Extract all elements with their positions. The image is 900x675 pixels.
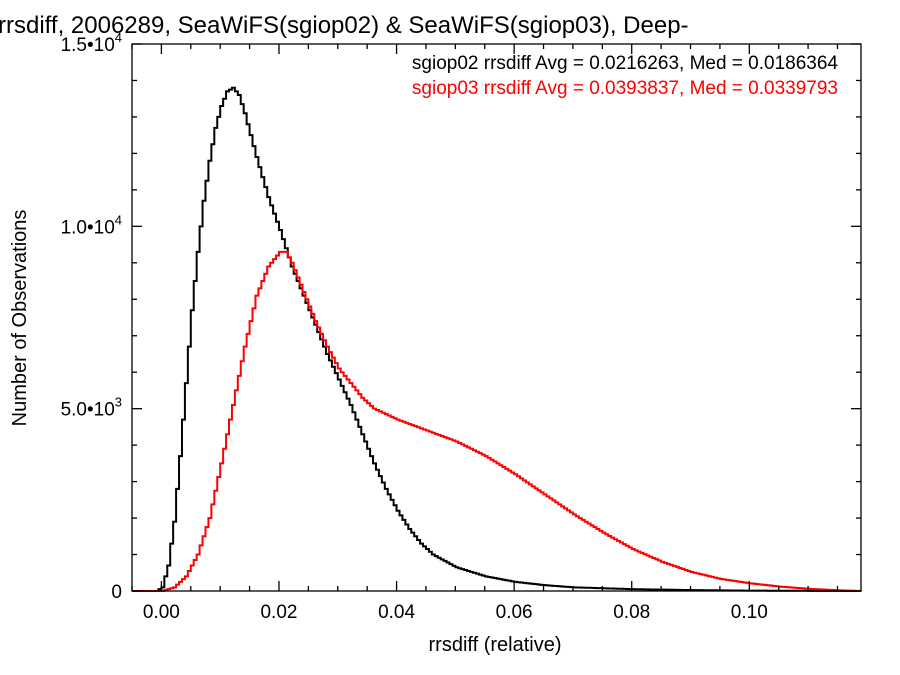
plot-frame	[131, 43, 862, 592]
x-tick-label: 0.02	[260, 602, 297, 623]
x-axis-title: rrsdiff (relative)	[429, 634, 562, 656]
y-tick-label: 1.0•104	[61, 212, 122, 238]
series-line-sgiop03	[132, 250, 862, 592]
series-layer	[132, 86, 862, 592]
x-tick-label: 0.10	[731, 602, 768, 623]
x-tick-label: 0.06	[496, 602, 533, 623]
series-line-sgiop02	[132, 86, 862, 592]
x-tick-label: 0.00	[143, 602, 180, 623]
legend-entry-sgiop02: sgiop02 rrsdiff Avg = 0.0216263, Med = 0…	[412, 53, 839, 74]
y-tick-label: 1.5•104	[61, 30, 122, 56]
y-tick-label: 0	[111, 582, 122, 603]
x-tick-label: 0.08	[613, 602, 650, 623]
axes-layer	[131, 43, 862, 592]
ticks-layer: 0.00 0.02 0.04 0.06 0.08 0.10 0 5.0•103 1.0•104 1…	[61, 30, 861, 623]
chart-title: rrsdiff, 2006289, SeaWiFS(sgiop02) & Sea…	[0, 12, 689, 39]
legend: sgiop02 rrsdiff Avg = 0.0216263, Med = 0…	[412, 53, 839, 99]
x-tick-label: 0.04	[378, 602, 415, 623]
y-tick-label: 5.0•103	[61, 395, 122, 421]
y-axis-title: Number of Observations	[9, 210, 31, 427]
legend-entry-sgiop03: sgiop03 rrsdiff Avg = 0.0393837, Med = 0…	[412, 78, 838, 99]
